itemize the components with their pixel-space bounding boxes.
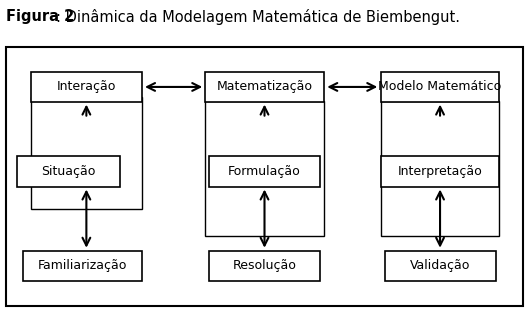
Bar <box>385 251 496 280</box>
Text: Validação: Validação <box>410 259 470 272</box>
Bar <box>31 72 142 102</box>
Text: Figura 2: Figura 2 <box>6 9 75 24</box>
Text: Modelo Matemático: Modelo Matemático <box>378 80 501 93</box>
Bar <box>381 101 499 236</box>
Text: Situação: Situação <box>41 165 96 178</box>
Text: Interação: Interação <box>57 80 116 93</box>
Bar <box>205 72 324 102</box>
Text: Resolução: Resolução <box>233 259 296 272</box>
Bar <box>31 97 142 209</box>
Bar <box>205 101 324 236</box>
Text: Matematização: Matematização <box>216 80 313 93</box>
Text: Familiarização: Familiarização <box>38 259 127 272</box>
Bar <box>17 156 120 187</box>
Bar <box>23 251 142 280</box>
Bar <box>381 72 499 102</box>
Bar <box>381 156 499 187</box>
Bar <box>209 251 320 280</box>
Text: Interpretação: Interpretação <box>398 165 482 178</box>
Text: Formulação: Formulação <box>228 165 301 178</box>
Bar <box>209 156 320 187</box>
Text: : Dinâmica da Modelagem Matemática de Biembengut.: : Dinâmica da Modelagem Matemática de Bi… <box>56 9 460 25</box>
